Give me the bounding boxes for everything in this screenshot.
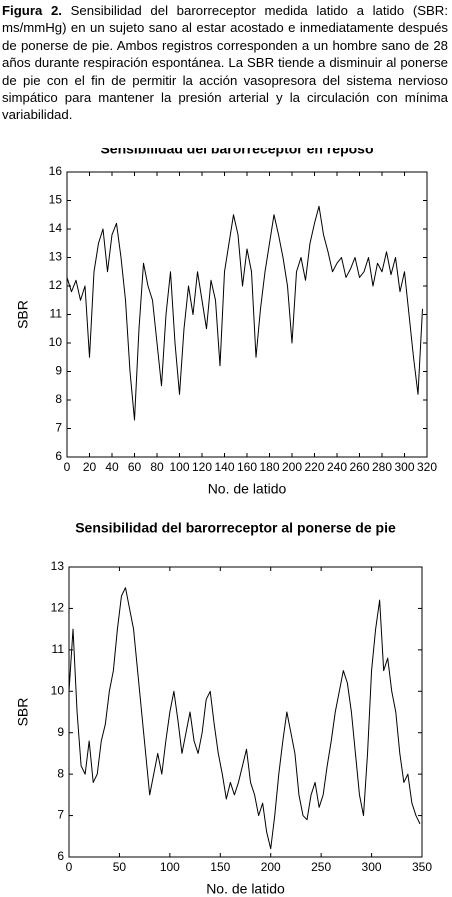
x-tick-label: 280 <box>372 460 392 474</box>
y-tick-label: 8 <box>57 766 64 780</box>
x-tick-label: 50 <box>113 860 127 874</box>
x-tick-label: 300 <box>394 460 414 474</box>
caption: Figura 2. Sensibilidad del barorreceptor… <box>2 2 448 124</box>
y-tick-label: 7 <box>55 421 62 435</box>
chart-title: Sensibilidad del barorreceptor al poners… <box>75 520 396 536</box>
x-tick-label: 350 <box>412 860 432 874</box>
x-tick-label: 260 <box>349 460 369 474</box>
chart-title: Sensibilidad del barorreceptor en reposo <box>100 148 373 157</box>
y-tick-label: 8 <box>55 392 62 406</box>
x-tick-label: 250 <box>311 860 331 874</box>
x-tick-label: 200 <box>261 860 281 874</box>
y-tick-label: 9 <box>57 725 64 739</box>
x-tick-label: 150 <box>210 860 230 874</box>
y-tick-label: 12 <box>51 601 65 615</box>
chart: Sensibilidad del barorreceptor al poners… <box>15 520 433 897</box>
x-axis-label: No. de latido <box>208 481 287 497</box>
y-axis-label: SBR <box>15 300 31 329</box>
x-tick-label: 300 <box>362 860 382 874</box>
x-tick-label: 100 <box>169 460 189 474</box>
y-tick-label: 7 <box>57 808 64 822</box>
y-tick-label: 16 <box>49 164 63 178</box>
x-tick-label: 320 <box>417 460 437 474</box>
x-tick-label: 220 <box>304 460 324 474</box>
y-tick-label: 13 <box>49 250 63 264</box>
x-tick-label: 20 <box>83 460 97 474</box>
x-tick-label: 80 <box>150 460 164 474</box>
x-tick-label: 0 <box>64 460 71 474</box>
x-tick-label: 100 <box>160 860 180 874</box>
y-tick-label: 10 <box>49 335 63 349</box>
x-tick-label: 60 <box>128 460 142 474</box>
y-axis-label: SBR <box>15 698 31 727</box>
y-tick-label: 13 <box>51 559 65 573</box>
x-tick-label: 0 <box>66 860 73 874</box>
y-tick-label: 10 <box>51 683 65 697</box>
chart: Sensibilidad del barorreceptor en reposo… <box>15 148 438 497</box>
x-tick-label: 140 <box>214 460 234 474</box>
y-tick-label: 11 <box>52 642 65 656</box>
x-tick-label: 160 <box>237 460 257 474</box>
x-tick-label: 120 <box>192 460 212 474</box>
y-tick-label: 15 <box>49 193 63 207</box>
x-tick-label: 240 <box>327 460 347 474</box>
y-tick-label: 14 <box>49 221 63 235</box>
caption-label: Figura 2. <box>2 3 62 18</box>
x-tick-label: 180 <box>259 460 279 474</box>
x-tick-label: 200 <box>282 460 302 474</box>
caption-text: Sensibilidad del barorreceptor medida la… <box>2 3 448 123</box>
y-tick-label: 6 <box>57 849 64 863</box>
data-line <box>66 205 423 421</box>
data-line <box>68 587 421 850</box>
y-tick-label: 11 <box>50 307 63 321</box>
x-tick-label: 40 <box>105 460 119 474</box>
plot-frame <box>66 171 428 458</box>
y-tick-label: 12 <box>49 278 63 292</box>
y-tick-label: 6 <box>55 449 62 463</box>
y-tick-label: 9 <box>55 364 62 378</box>
plot-frame <box>68 566 423 858</box>
x-axis-label: No. de latido <box>206 881 285 897</box>
